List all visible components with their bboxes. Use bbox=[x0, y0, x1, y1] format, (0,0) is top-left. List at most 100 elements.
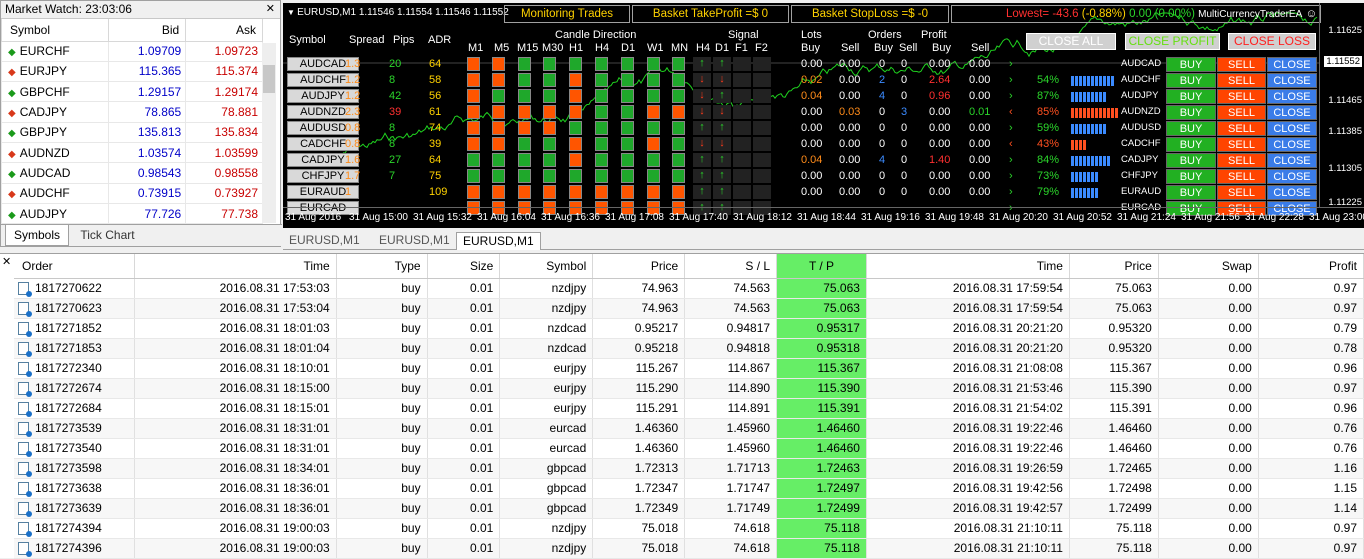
buy-button[interactable]: BUY bbox=[1166, 137, 1216, 152]
market-watch-row[interactable]: ◆ AUDCHF 0.73915 0.73927 bbox=[0, 182, 263, 204]
chart-tab[interactable]: EURUSD,M1 bbox=[289, 233, 360, 247]
col-profit[interactable]: Profit bbox=[1258, 254, 1364, 279]
market-watch-row[interactable]: ◆ AUDNZD 1.03574 1.03599 bbox=[0, 141, 263, 164]
close-button[interactable]: CLOSE bbox=[1267, 57, 1317, 72]
buy-button[interactable]: BUY bbox=[1166, 185, 1216, 200]
close-button[interactable]: CLOSE bbox=[1267, 73, 1317, 88]
chart-tab[interactable]: EURUSD,M1 bbox=[379, 233, 450, 247]
col-symbol[interactable]: Symbol bbox=[499, 254, 594, 279]
col-time[interactable]: Time bbox=[134, 254, 337, 279]
x-tick: 31 Aug 21:56 bbox=[1181, 212, 1240, 223]
market-watch-row[interactable]: ◆ AUDCAD 0.98543 0.98558 bbox=[0, 162, 263, 184]
history-row[interactable]: 1817273598 2016.08.31 18:34:01 buy 0.01 gbpc… bbox=[14, 458, 1364, 479]
buy-button[interactable]: BUY bbox=[1166, 169, 1216, 184]
candle-cell bbox=[569, 89, 582, 103]
close-button[interactable]: CLOSE bbox=[1267, 121, 1317, 136]
sell-button[interactable]: SELL bbox=[1217, 105, 1266, 120]
col-size[interactable]: Size bbox=[427, 254, 501, 279]
close-button[interactable]: CLOSE bbox=[1267, 89, 1317, 104]
buy-button[interactable]: BUY bbox=[1166, 121, 1216, 136]
x-tick: 31 Aug 2016 bbox=[285, 212, 342, 223]
history-row[interactable]: 1817274396 2016.08.31 19:00:03 buy 0.01 nzdj… bbox=[14, 538, 1364, 559]
close-icon[interactable]: ✕ bbox=[2, 256, 12, 268]
market-watch-row[interactable]: ◆ GBPCHF 1.29157 1.29174 bbox=[0, 81, 263, 103]
history-row[interactable]: 1817270623 2016.08.31 17:53:04 buy 0.01 nzdj… bbox=[14, 298, 1364, 319]
sell-button[interactable]: SELL bbox=[1217, 89, 1266, 104]
symbol-button[interactable]: AUDJPY bbox=[287, 89, 359, 103]
history-row[interactable]: 1817273539 2016.08.31 18:31:01 buy 0.01 eurc… bbox=[14, 418, 1364, 439]
col-price[interactable]: Price bbox=[592, 254, 686, 279]
cell-2: buy bbox=[336, 518, 428, 539]
market-watch-row[interactable]: ◆ AUDJPY 77.726 77.738 bbox=[0, 202, 263, 225]
col-type[interactable]: Type bbox=[336, 254, 428, 279]
col-time[interactable]: Time bbox=[866, 254, 1070, 279]
sell-button[interactable]: SELL bbox=[1217, 185, 1266, 200]
history-row[interactable]: 1817271852 2016.08.31 18:01:03 buy 0.01 nzdc… bbox=[14, 318, 1364, 339]
sell-button[interactable]: SELL bbox=[1217, 169, 1266, 184]
buy-button[interactable]: BUY bbox=[1166, 89, 1216, 104]
close-button[interactable]: CLOSE bbox=[1267, 153, 1317, 168]
history-row[interactable]: 1817273540 2016.08.31 18:31:01 buy 0.01 eurc… bbox=[14, 438, 1364, 459]
col-order[interactable]: Order bbox=[14, 254, 135, 279]
symbol-button[interactable]: AUDCAD bbox=[287, 57, 359, 71]
sell-button[interactable]: SELL bbox=[1217, 73, 1266, 88]
col-swap[interactable]: Swap bbox=[1158, 254, 1259, 279]
history-row[interactable]: 1817270622 2016.08.31 17:53:03 buy 0.01 nzdj… bbox=[14, 278, 1364, 299]
chart-tab-active[interactable]: EURUSD,M1 bbox=[456, 232, 541, 250]
history-row[interactable]: 1817274394 2016.08.31 19:00:03 buy 0.01 nzdj… bbox=[14, 518, 1364, 539]
sell-button[interactable]: SELL bbox=[1217, 201, 1266, 216]
history-row[interactable]: 1817273639 2016.08.31 18:36:01 buy 0.01 gbpc… bbox=[14, 498, 1364, 519]
lots-sell: 0.00 bbox=[839, 186, 861, 198]
sell-button[interactable]: SELL bbox=[1217, 137, 1266, 152]
market-watch-row[interactable]: ◆ EURJPY 115.365 115.374 bbox=[0, 60, 263, 83]
close-button[interactable]: CLOSE bbox=[1267, 201, 1317, 216]
history-row[interactable]: 1817271853 2016.08.31 18:01:04 buy 0.01 nzdc… bbox=[14, 338, 1364, 359]
sell-button[interactable]: SELL bbox=[1217, 121, 1266, 136]
spread-value: 0.8 bbox=[345, 138, 361, 150]
history-row[interactable]: 1817273638 2016.08.31 18:36:01 buy 0.01 gbpc… bbox=[14, 478, 1364, 499]
close-icon[interactable]: ✕ bbox=[265, 3, 275, 15]
buy-button[interactable]: BUY bbox=[1166, 153, 1216, 168]
history-row[interactable]: 1817272340 2016.08.31 18:10:01 buy 0.01 eurj… bbox=[14, 358, 1364, 379]
buy-button[interactable]: BUY bbox=[1166, 73, 1216, 88]
close-loss-button[interactable]: CLOSE LOSS bbox=[1228, 33, 1316, 50]
scrollbar-thumb[interactable] bbox=[263, 65, 275, 93]
history-row[interactable]: 1817272674 2016.08.31 18:15:00 buy 0.01 eurj… bbox=[14, 378, 1364, 399]
scrollbar[interactable] bbox=[262, 43, 276, 223]
tab-symbols[interactable]: Symbols bbox=[5, 225, 70, 246]
sell-button[interactable]: SELL bbox=[1217, 153, 1266, 168]
close-all-button[interactable]: CLOSE ALL bbox=[1026, 33, 1116, 50]
candle-cell bbox=[647, 153, 660, 167]
sell-button[interactable]: SELL bbox=[1217, 57, 1266, 72]
buy-button[interactable]: BUY bbox=[1166, 57, 1216, 72]
symbol-button[interactable]: AUDCHF bbox=[287, 73, 359, 87]
symbol-button[interactable]: CHFJPY bbox=[287, 169, 359, 183]
cell-9: 115.391 bbox=[1069, 398, 1159, 419]
col-ask[interactable]: Ask bbox=[185, 19, 263, 42]
symbol-button[interactable]: EURCAD bbox=[287, 201, 359, 215]
col-bid[interactable]: Bid bbox=[108, 19, 187, 42]
chart-window[interactable]: ▼ EURUSD,M1 1.11546 1.11554 1.11546 1.11… bbox=[283, 3, 1364, 228]
buy-button[interactable]: BUY bbox=[1166, 105, 1216, 120]
tab-tick-chart[interactable]: Tick Chart bbox=[80, 228, 135, 242]
market-watch-row[interactable]: ◆ EURCHF 1.09709 1.09723 bbox=[0, 40, 263, 62]
symbol-button[interactable]: EURAUD bbox=[287, 185, 359, 199]
close-button[interactable]: CLOSE bbox=[1267, 137, 1317, 152]
close-button[interactable]: CLOSE bbox=[1267, 169, 1317, 184]
col-price[interactable]: Price bbox=[1069, 254, 1159, 279]
close-button[interactable]: CLOSE bbox=[1267, 105, 1317, 120]
col-symbol[interactable]: Symbol bbox=[0, 19, 110, 42]
cell-4: eurjpy bbox=[499, 358, 594, 379]
symbol-button[interactable]: AUDUSD bbox=[287, 121, 359, 135]
close-button[interactable]: CLOSE bbox=[1267, 185, 1317, 200]
symbol-button[interactable]: CADJPY bbox=[287, 153, 359, 167]
col-tp[interactable]: T / P bbox=[776, 254, 867, 279]
col-sl[interactable]: S / L bbox=[684, 254, 778, 279]
market-watch-row[interactable]: ◆ GBPJPY 135.813 135.834 bbox=[0, 121, 263, 143]
symbol-button[interactable]: AUDNZD bbox=[287, 105, 359, 119]
history-row[interactable]: 1817272684 2016.08.31 18:15:01 buy 0.01 eurj… bbox=[14, 398, 1364, 419]
symbol-button[interactable]: CADCHF bbox=[287, 137, 359, 151]
market-watch-row[interactable]: ◆ CADJPY 78.865 78.881 bbox=[0, 101, 263, 123]
close-profit-button[interactable]: CLOSE PROFIT bbox=[1125, 33, 1220, 50]
buy-button[interactable]: BUY bbox=[1166, 201, 1216, 216]
